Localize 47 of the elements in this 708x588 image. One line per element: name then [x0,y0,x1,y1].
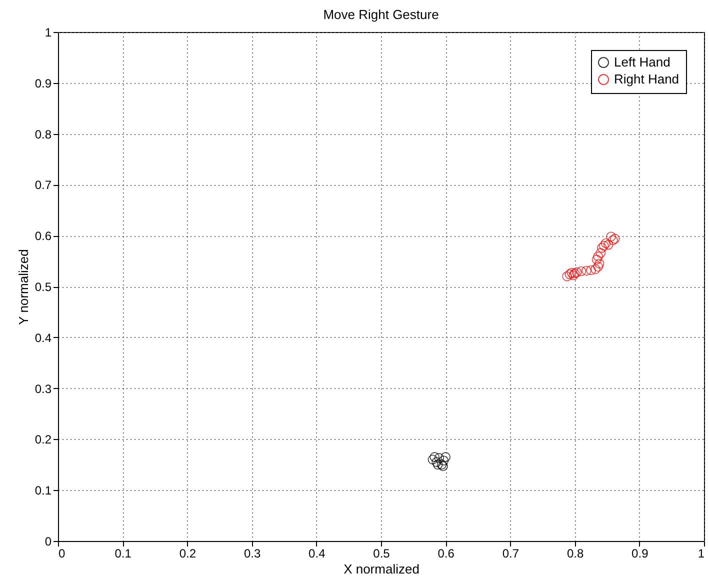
x-tick-label: 0 [58,546,66,560]
legend-label: Right Hand [614,72,680,86]
point [586,265,596,276]
x-tick-label: 0.8 [566,546,584,560]
point [576,266,586,276]
y-tick-label: 1 [44,26,52,40]
x-tick-label: 0.6 [438,546,455,560]
y-tick-label: 0.5 [34,280,52,294]
x-tick-label: 0.4 [308,546,326,560]
point [430,452,440,462]
x-tick-label: 0.1 [114,546,132,560]
y-tick-label: 0.8 [34,127,52,142]
x-tick-label: 0.3 [244,546,261,560]
x-tick-label: 1 [698,546,705,560]
point [432,457,442,467]
y-tick-label: 0.4 [34,330,52,345]
point [440,452,450,462]
x-tick-label: 0.2 [179,546,196,560]
legend-label: Left Hand [614,54,670,70]
y-axis-title: Y normalized [16,249,31,325]
x-tick-label: 0.5 [373,546,390,560]
chart-title: Move Right Gesture [323,7,439,22]
point [596,248,606,258]
y-tick-label: 0.3 [34,382,52,396]
x-axis-title: X normalized [344,562,420,576]
point [594,258,604,268]
point [600,238,611,248]
point [593,262,603,272]
x-tick-label: 0.9 [632,546,649,560]
point [562,271,572,282]
point [438,456,449,466]
point [606,232,616,242]
point [604,240,614,250]
point [592,254,602,264]
x-tick-label: 0.7 [502,546,520,560]
point [590,264,600,274]
y-tick-label: 0.7 [34,178,52,192]
y-tick-label: 0.6 [34,229,52,244]
y-tick-label: 0 [44,534,52,548]
point [582,266,592,276]
point [434,453,444,463]
point [432,460,443,470]
point [428,454,438,464]
point [593,252,603,262]
y-tick-label: 0.1 [34,484,52,498]
y-tick-label: 0.9 [34,76,52,90]
y-tick-label: 0.2 [34,432,52,447]
